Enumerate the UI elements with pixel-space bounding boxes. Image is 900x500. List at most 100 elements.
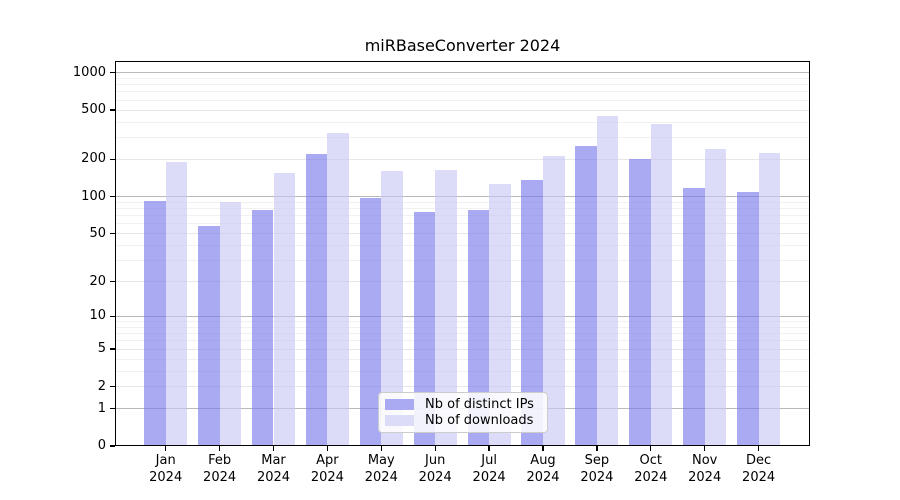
gridline-y-300	[115, 137, 810, 139]
y-tick-label-0: 0	[97, 438, 106, 453]
bar-downloads-aug	[543, 156, 565, 446]
y-tick-mark-20	[110, 280, 115, 283]
x-tick-label-may: May 2024	[364, 453, 398, 485]
gridline-y-100	[115, 196, 810, 198]
legend-label-distinct-ips: Nb of distinct IPs	[425, 396, 534, 412]
gridline-y-9	[115, 321, 810, 323]
y-tick-mark-200	[110, 158, 115, 161]
y-tick-mark-1	[110, 407, 115, 410]
x-tick-mark-jun	[434, 446, 436, 451]
y-tick-mark-100	[110, 195, 115, 198]
x-tick-mark-may	[380, 446, 382, 451]
gridline-y-50	[115, 233, 810, 235]
gridline-y-70	[115, 215, 810, 217]
gridline-y-60	[115, 223, 810, 225]
gridline-y-8	[115, 326, 810, 328]
gridline-y-5	[115, 348, 810, 350]
gridline-y-90	[115, 201, 810, 203]
bar-distinct-ips-mar	[251, 209, 274, 446]
y-tick-mark-1000	[110, 72, 115, 74]
gridline-y-80	[115, 208, 810, 210]
x-tick-label-aug: Aug 2024	[526, 453, 560, 485]
y-tick-label-100: 100	[81, 188, 106, 204]
y-tick-mark-500	[110, 109, 115, 111]
bar-downloads-dec	[758, 152, 781, 446]
bar-distinct-ips-dec	[737, 191, 759, 446]
bar-distinct-ips-jun	[413, 212, 436, 446]
bar-downloads-jul	[489, 183, 511, 446]
bar-downloads-sep	[596, 115, 619, 446]
x-tick-label-sep: Sep 2024	[580, 453, 614, 485]
gridline-y-500	[115, 109, 810, 111]
bar-distinct-ips-oct	[629, 158, 651, 446]
x-tick-mark-jul	[488, 446, 490, 451]
bar-distinct-ips-nov	[683, 188, 705, 446]
gridline-y-600	[115, 99, 810, 101]
gridline-y-20	[115, 281, 810, 283]
bar-downloads-nov	[704, 149, 727, 446]
gridline-y-40	[115, 244, 810, 246]
y-tick-label-1: 1	[97, 400, 106, 416]
legend-label-downloads: Nb of downloads	[425, 413, 534, 429]
gridline-y-400	[115, 121, 810, 123]
bar-downloads-feb	[219, 201, 242, 446]
bar-downloads-mar	[273, 173, 296, 446]
y-tick-label-500: 500	[81, 102, 106, 118]
y-tick-label-200: 200	[81, 151, 106, 167]
x-tick-label-feb: Feb 2024	[203, 453, 237, 485]
legend-item-downloads: Nb of downloads	[385, 413, 541, 428]
x-tick-mark-jan	[165, 446, 167, 451]
legend-swatch-downloads	[385, 415, 414, 427]
y-tick-label-1000: 1000	[72, 64, 106, 80]
bar-distinct-ips-sep	[575, 146, 597, 446]
x-tick-mark-nov	[704, 446, 706, 451]
gridline-y-3	[115, 370, 810, 372]
bar-downloads-may	[381, 171, 403, 446]
gridline-y-900	[115, 77, 810, 79]
y-tick-mark-2	[110, 385, 115, 388]
x-tick-label-apr: Apr 2024	[310, 453, 344, 485]
x-tick-mark-aug	[542, 446, 544, 451]
y-tick-label-20: 20	[89, 273, 106, 289]
gridline-y-30	[115, 259, 810, 261]
x-tick-mark-apr	[326, 446, 329, 451]
legend-swatch-distinct-ips	[385, 398, 414, 410]
y-tick-mark-50	[110, 232, 115, 235]
x-tick-label-nov: Nov 2024	[688, 453, 722, 485]
x-tick-mark-mar	[272, 446, 275, 451]
bar-distinct-ips-feb	[198, 225, 220, 446]
x-tick-label-dec: Dec 2024	[742, 453, 776, 485]
gridline-y-6	[115, 340, 810, 342]
bar-downloads-jan	[165, 161, 188, 446]
gridline-y-2	[115, 386, 810, 388]
x-tick-mark-dec	[757, 446, 760, 451]
bar-downloads-apr	[327, 133, 349, 446]
y-tick-label-2: 2	[97, 378, 106, 394]
x-tick-label-oct: Oct 2024	[634, 453, 668, 485]
gridline-y-700	[115, 91, 810, 93]
plot-area	[115, 61, 810, 446]
x-tick-mark-feb	[218, 446, 221, 451]
legend: Nb of distinct IPs Nb of downloads	[378, 392, 548, 433]
bar-downloads-oct	[650, 123, 673, 446]
gridline-y-800	[115, 84, 810, 86]
y-tick-label-10: 10	[89, 308, 106, 324]
gridline-y-1000	[115, 72, 810, 74]
y-tick-mark-0	[110, 445, 115, 447]
gridline-y-200	[115, 158, 810, 160]
bar-distinct-ips-may	[359, 197, 382, 446]
y-tick-label-5: 5	[97, 341, 106, 357]
gridline-y-4	[115, 358, 810, 360]
gridline-y-10	[115, 315, 810, 317]
bar-distinct-ips-jan	[144, 200, 166, 446]
x-tick-label-mar: Mar 2024	[256, 453, 291, 485]
y-tick-label-50: 50	[89, 225, 106, 241]
bar-distinct-ips-aug	[521, 180, 543, 446]
x-tick-mark-oct	[650, 446, 652, 451]
chart-title: miRBaseConverter 2024	[364, 36, 561, 55]
x-tick-label-jun: Jun 2024	[418, 453, 452, 485]
gridline-y-7	[115, 333, 810, 335]
y-tick-mark-10	[110, 315, 115, 318]
legend-item-distinct-ips: Nb of distinct IPs	[385, 397, 541, 412]
